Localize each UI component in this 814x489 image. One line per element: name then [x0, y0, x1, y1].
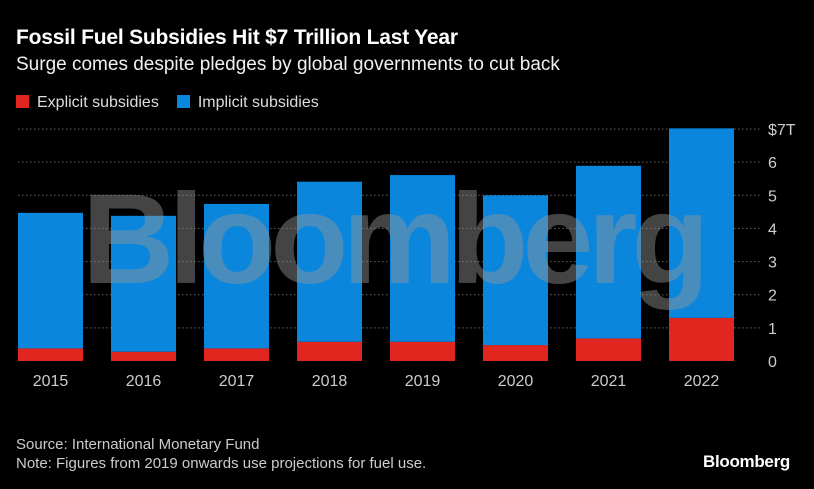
x-tick-label: 2022 [684, 373, 720, 390]
chart-subtitle: Surge comes despite pledges by global go… [16, 54, 560, 75]
x-tick-label: 2015 [33, 373, 69, 390]
bar-implicit [576, 165, 641, 339]
x-tick-label: 2018 [312, 373, 348, 390]
bar-explicit [18, 348, 83, 361]
x-tick-label: 2019 [405, 373, 441, 390]
bar-explicit [297, 341, 362, 361]
bar-implicit [18, 212, 83, 349]
y-tick-label: $7T [768, 122, 796, 139]
bloomberg-logo: Bloomberg [702, 452, 790, 471]
y-tick-label: 3 [768, 255, 777, 272]
bar-implicit [204, 203, 269, 349]
x-tick-label: 2017 [219, 373, 255, 390]
bar-explicit [111, 351, 176, 361]
legend-item-implicit: Implicit subsidies [176, 94, 319, 112]
bar-explicit [483, 345, 548, 361]
y-tick-label: 4 [768, 221, 777, 238]
bar-implicit [297, 181, 362, 342]
x-tick-label: 2016 [126, 373, 162, 390]
y-tick-label: 0 [768, 354, 777, 371]
bar-implicit [669, 128, 734, 318]
y-tick-label: 1 [768, 321, 777, 338]
source-note: Source: International Monetary Fund [16, 436, 260, 453]
bar-implicit [390, 175, 455, 342]
legend: Explicit subsidies Implicit subsidies [16, 94, 319, 112]
y-tick-label: 6 [768, 155, 777, 172]
legend-label: Implicit subsidies [197, 94, 319, 111]
legend-swatch-implicit [176, 95, 190, 108]
chart-title: Fossil Fuel Subsidies Hit $7 Trillion La… [16, 26, 458, 49]
x-tick-label: 2021 [591, 373, 627, 390]
y-tick-label: 5 [768, 188, 777, 205]
legend-item-explicit: Explicit subsidies [16, 94, 159, 112]
bar-explicit [576, 338, 641, 361]
bar-explicit [390, 341, 455, 361]
bar-explicit [204, 348, 269, 361]
bar-explicit [669, 317, 734, 361]
x-tick-label: 2020 [498, 373, 534, 390]
legend-label: Explicit subsidies [37, 94, 159, 111]
bar-implicit [111, 215, 176, 352]
y-tick-label: 2 [768, 288, 777, 305]
bar-implicit [483, 195, 548, 346]
legend-swatch-explicit [16, 95, 29, 108]
footnote: Note: Figures from 2019 onwards use proj… [16, 455, 427, 472]
